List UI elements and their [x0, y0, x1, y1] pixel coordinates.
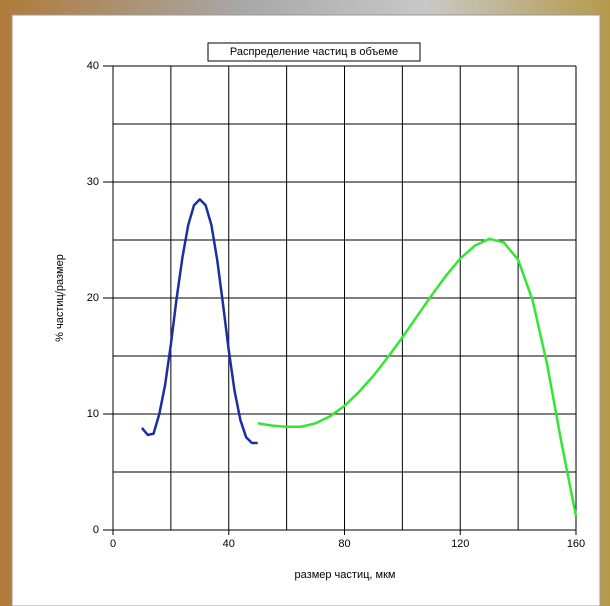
y-tick-label: 20 — [87, 292, 99, 304]
x-tick-label: 80 — [338, 538, 350, 550]
line-series — [140, 198, 258, 445]
panel — [11, 14, 601, 606]
y-tick-label: 30 — [87, 176, 99, 188]
x-tick-label: 160 — [567, 538, 585, 550]
y-tick-label: 40 — [87, 60, 99, 72]
chart-title: Распределение частиц в объеме — [230, 46, 398, 58]
y-tick-label: 10 — [87, 408, 99, 420]
line-series — [257, 237, 578, 517]
title-box — [207, 42, 421, 62]
x-tick-label: 120 — [451, 538, 469, 550]
y-tick-label: 0 — [93, 524, 99, 536]
x-tick-label: 0 — [110, 538, 116, 550]
x-axis-label: размер частиц, мкм — [295, 569, 396, 581]
x-tick-label: 40 — [223, 538, 235, 550]
y-axis-label: % частиц/размер — [54, 254, 66, 342]
